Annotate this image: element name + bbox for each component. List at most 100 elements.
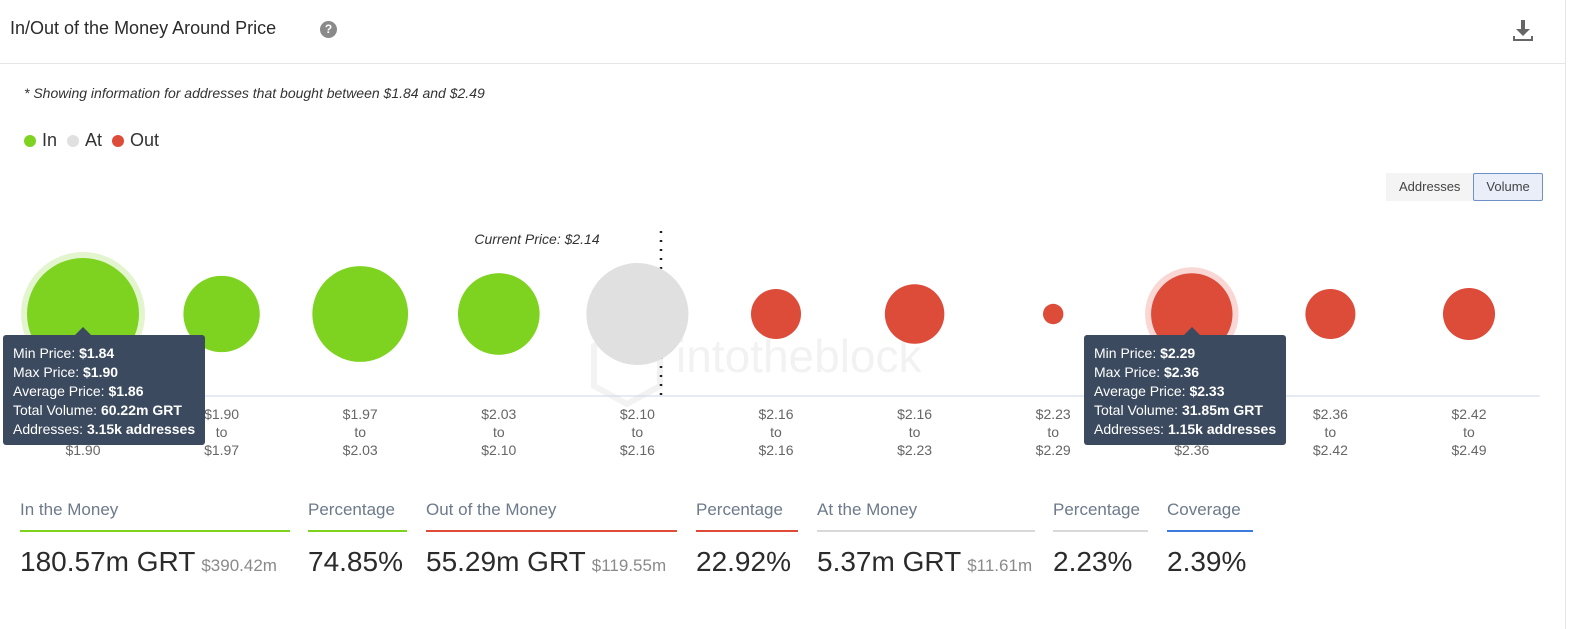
stat-coverage: Coverage 2.39%	[1167, 500, 1253, 578]
stat-in-the-money-value: 180.57m GRT $390.42m	[20, 546, 290, 578]
bubble-out-7[interactable]	[885, 284, 945, 344]
legend-marker-out	[112, 135, 124, 147]
bubble-out-6[interactable]	[751, 289, 801, 339]
legend-label-in: In	[42, 130, 57, 151]
legend-marker-in	[24, 135, 36, 147]
stat-coverage-value: 2.39%	[1167, 546, 1253, 578]
bubble-in-4[interactable]	[458, 273, 540, 355]
question-circle-icon[interactable]: ?	[320, 21, 337, 38]
x-tick-label-7-to: to	[909, 424, 921, 440]
tooltip-min-label: Min Price:	[1094, 345, 1156, 361]
bubble-at-5[interactable]	[586, 263, 688, 365]
x-tick-label-6-from: $2.16	[758, 406, 793, 422]
x-tick-label-4-from: $2.03	[481, 406, 516, 422]
tooltip-min-price: $2.29	[1160, 345, 1195, 361]
x-tick-label-4-end: $2.10	[481, 442, 516, 458]
x-tick-label-10-to: to	[1325, 424, 1337, 440]
tooltip-volume: 60.22m GRT	[101, 402, 182, 418]
stat-at-the-money-volume: 5.37m GRT	[817, 546, 961, 577]
x-tick-label-5-end: $2.16	[620, 442, 655, 458]
stat-at-percentage: Percentage 2.23%	[1053, 500, 1148, 578]
stat-out-of-the-money-volume: 55.29m GRT	[426, 546, 586, 577]
stat-in-the-money: In the Money 180.57m GRT $390.42m	[20, 500, 290, 578]
bubble-in-3[interactable]	[312, 266, 408, 362]
tooltip-min-price: $1.84	[79, 345, 114, 361]
tooltip-avg-price: $2.33	[1189, 383, 1224, 399]
current-price-label: Current Price: $2.14	[474, 231, 599, 247]
bubble-out-8[interactable]	[1043, 304, 1063, 324]
tooltip-max-price: $1.90	[83, 364, 118, 380]
x-tick-label-7-end: $2.23	[897, 442, 932, 458]
x-tick-label-11-end: $2.49	[1451, 442, 1486, 458]
stat-out-of-the-money-usd: $119.55m	[592, 556, 666, 575]
stat-in-the-money-usd: $390.42m	[201, 556, 277, 575]
legend-label-at: At	[85, 130, 102, 151]
x-tick-label-10-from: $2.36	[1313, 406, 1348, 422]
stat-at-the-money-usd: $11.61m	[967, 556, 1032, 575]
chart-legend: In At Out	[24, 130, 159, 151]
x-tick-label-2-end: $1.97	[204, 442, 239, 458]
stat-in-percentage-value: 74.85%	[308, 546, 407, 578]
tooltip-max-label: Max Price:	[1094, 364, 1160, 380]
stat-at-percentage-label: Percentage	[1053, 500, 1148, 532]
tooltip-addresses: 3.15k addresses	[87, 421, 195, 437]
stat-in-percentage: Percentage 74.85%	[308, 500, 407, 578]
tooltip-volume: 31.85m GRT	[1182, 402, 1263, 418]
legend-label-out: Out	[130, 130, 159, 151]
legend-item-at[interactable]: At	[67, 130, 102, 151]
bubble-out-10[interactable]	[1305, 289, 1355, 339]
legend-item-out[interactable]: Out	[112, 130, 159, 151]
tooltip-bucket-9: Min Price: $2.29 Max Price: $2.36 Averag…	[1084, 335, 1286, 445]
x-tick-label-8-to: to	[1047, 424, 1059, 440]
stat-out-percentage-label: Percentage	[696, 500, 798, 532]
x-tick-label-5-to: to	[632, 424, 644, 440]
addresses-toggle-button[interactable]: Addresses	[1386, 173, 1473, 201]
tooltip-volume-label: Total Volume:	[13, 402, 97, 418]
metric-toggle: Addresses Volume	[1386, 173, 1543, 201]
stat-in-the-money-label: In the Money	[20, 500, 290, 532]
legend-item-in[interactable]: In	[24, 130, 57, 151]
x-tick-label-2-from: $1.90	[204, 406, 239, 422]
stat-out-of-the-money-value: 55.29m GRT $119.55m	[426, 546, 677, 578]
tooltip-max-label: Max Price:	[13, 364, 79, 380]
x-tick-label-7-from: $2.16	[897, 406, 932, 422]
x-tick-label-3-from: $1.97	[343, 406, 378, 422]
tooltip-volume-label: Total Volume:	[1094, 402, 1178, 418]
stat-at-percentage-value: 2.23%	[1053, 546, 1148, 578]
x-tick-label-6-to: to	[770, 424, 782, 440]
tooltip-addresses: 1.15k addresses	[1168, 421, 1276, 437]
download-icon[interactable]	[1510, 17, 1536, 43]
range-note: * Showing information for addresses that…	[24, 85, 485, 101]
x-tick-label-11-from: $2.42	[1451, 406, 1486, 422]
x-tick-label-8-from: $2.23	[1036, 406, 1071, 422]
x-tick-label-6-end: $2.16	[758, 442, 793, 458]
x-tick-label-8-end: $2.29	[1036, 442, 1071, 458]
bubble-out-11[interactable]	[1443, 288, 1495, 340]
x-tick-label-4-to: to	[493, 424, 505, 440]
stat-out-percentage-value: 22.92%	[696, 546, 798, 578]
stat-out-of-the-money: Out of the Money 55.29m GRT $119.55m	[426, 500, 677, 578]
x-tick-label-3-to: to	[354, 424, 366, 440]
x-tick-label-10-end: $2.42	[1313, 442, 1348, 458]
panel-border	[1565, 0, 1566, 629]
stat-at-the-money-label: At the Money	[817, 500, 1035, 532]
tooltip-pointer	[75, 327, 91, 335]
legend-marker-at	[67, 135, 79, 147]
stat-at-the-money-value: 5.37m GRT $11.61m	[817, 546, 1035, 578]
stat-out-of-the-money-label: Out of the Money	[426, 500, 677, 532]
bubble-chart: intotheblock Current Price: $2.14 $1.84 t…	[0, 200, 1560, 470]
page-title: In/Out of the Money Around Price	[10, 18, 276, 39]
volume-toggle-button[interactable]: Volume	[1473, 173, 1542, 201]
tooltip-avg-label: Average Price:	[1094, 383, 1186, 399]
stat-at-the-money: At the Money 5.37m GRT $11.61m	[817, 500, 1035, 578]
stat-in-the-money-volume: 180.57m GRT	[20, 546, 195, 577]
tooltip-min-label: Min Price:	[13, 345, 75, 361]
chart-header: In/Out of the Money Around Price ?	[0, 0, 1565, 64]
tooltip-avg-price: $1.86	[108, 383, 143, 399]
stat-coverage-label: Coverage	[1167, 500, 1253, 532]
tooltip-pointer	[1184, 327, 1200, 335]
x-tick-label-5-from: $2.10	[620, 406, 655, 422]
stat-in-percentage-label: Percentage	[308, 500, 407, 532]
tooltip-addresses-label: Addresses:	[13, 421, 83, 437]
tooltip-bucket-1: Min Price: $1.84 Max Price: $1.90 Averag…	[3, 335, 205, 445]
